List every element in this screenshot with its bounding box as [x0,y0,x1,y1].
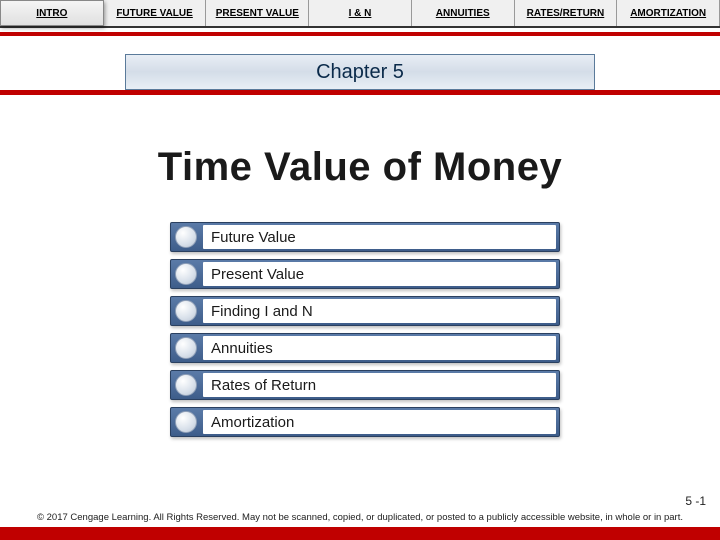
topic-label: Rates of Return [203,373,556,397]
bullet-icon [175,263,197,285]
nav-bar: INTRO FUTURE VALUE PRESENT VALUE I & N A… [0,0,720,28]
divider-top [0,32,720,36]
bullet-icon [175,226,197,248]
topic-label: Amortization [203,410,556,434]
topic-item: Finding I and N [170,296,560,326]
footer-copyright: © 2017 Cengage Learning. All Rights Rese… [0,512,720,523]
topic-label: Annuities [203,336,556,360]
footer-bar [0,527,720,540]
nav-tab-future-value[interactable]: FUTURE VALUE [104,0,207,26]
topics-list: Future Value Present Value Finding I and… [170,222,560,437]
page-title: Time Value of Money [0,145,720,190]
topic-item: Amortization [170,407,560,437]
chapter-banner: Chapter 5 [125,54,595,90]
topic-item: Rates of Return [170,370,560,400]
bullet-icon [175,374,197,396]
topic-label: Present Value [203,262,556,286]
bullet-icon [175,411,197,433]
topic-item: Present Value [170,259,560,289]
topic-label: Future Value [203,225,556,249]
topic-label: Finding I and N [203,299,556,323]
topic-item: Annuities [170,333,560,363]
topic-item: Future Value [170,222,560,252]
bullet-icon [175,337,197,359]
nav-tab-annuities[interactable]: ANNUITIES [412,0,515,26]
nav-tab-rates-return[interactable]: RATES/RETURN [515,0,618,26]
bullet-icon [175,300,197,322]
divider-chapter [0,90,720,95]
chapter-label: Chapter 5 [316,61,404,84]
page-number: 5 -1 [685,494,706,508]
nav-tab-i-n[interactable]: I & N [309,0,412,26]
nav-tab-amortization[interactable]: AMORTIZATION [617,0,720,26]
nav-tab-present-value[interactable]: PRESENT VALUE [206,0,309,26]
nav-tab-intro[interactable]: INTRO [0,0,104,26]
